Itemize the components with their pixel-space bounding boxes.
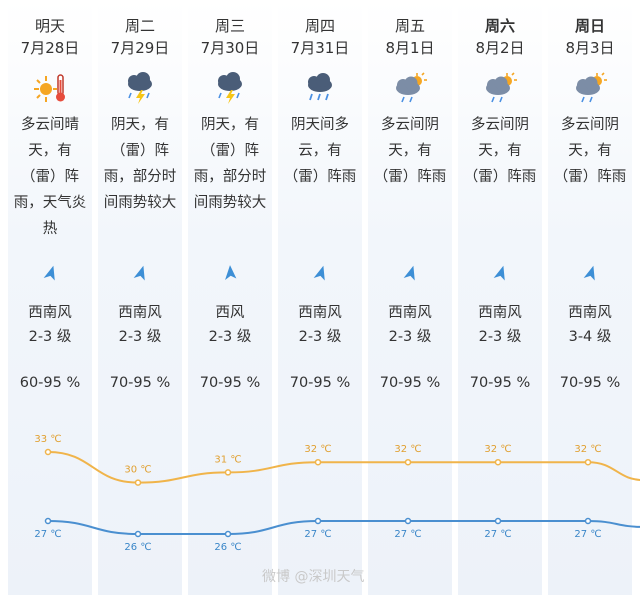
day-date: 8月2日 (475, 39, 525, 57)
weather-description: 阴天间多云，有（雷）阵雨 (283, 117, 357, 185)
wind-direction: 西南风 (478, 305, 522, 321)
forecast-day: 周日 8月3日多云间阴天，有（雷）阵雨西南风 3-4 级 70-95 % (548, 0, 632, 595)
wind-direction: 西南风 (118, 305, 162, 321)
weather-description: 阴天，有（雷）阵雨，部分时间雨势较大 (103, 117, 177, 211)
low-temp-label: 27 ℃ (574, 529, 601, 540)
high-temp-label: 31 ℃ (214, 454, 241, 465)
day-date: 7月29日 (110, 39, 170, 57)
day-name: 周六 (484, 17, 515, 35)
rain-cloud-icon (302, 58, 338, 108)
high-temp-label: 33 ℃ (34, 434, 61, 445)
sun-thermometer-icon (32, 58, 68, 108)
forecast-day: 周六 8月2日多云间阴天，有（雷）阵雨西南风 2-3 级 70-95 % (458, 0, 542, 595)
high-temp-line (47, 451, 640, 484)
day-date: 7月30日 (200, 39, 260, 57)
high-temp-label: 32 ℃ (304, 444, 331, 455)
low-temp-label: 27 ℃ (484, 529, 511, 540)
high-temp-label: 32 ℃ (394, 444, 421, 455)
wind-level: 3-4 级 (568, 329, 612, 345)
watermark: 微博 @深圳天气 (262, 569, 365, 585)
day-name: 周日 (574, 17, 605, 35)
wind-direction-icon (221, 265, 239, 284)
partly-cloudy-rain-icon (482, 58, 518, 108)
high-temp-label: 32 ℃ (574, 444, 601, 455)
wind-level: 2-3 级 (208, 329, 252, 345)
forecast-day: 周四 7月31日阴天间多云，有（雷）阵雨西南风 2-3 级 70-95 % (278, 0, 362, 595)
humidity: 70-95 % (289, 375, 351, 391)
high-temp-point (404, 458, 412, 466)
day-name: 周二 (124, 17, 155, 35)
low-temp-label: 27 ℃ (304, 529, 331, 540)
low-temp-point (404, 517, 412, 525)
low-temp-label: 27 ℃ (34, 529, 61, 540)
wind-level: 2-3 级 (118, 329, 162, 345)
high-temp-point (44, 448, 52, 456)
low-temp-point (314, 517, 322, 525)
wind-direction-icon (401, 265, 419, 284)
high-temp-point (134, 479, 142, 486)
humidity: 70-95 % (109, 375, 171, 391)
day-name: 明天 (34, 17, 65, 35)
day-name: 周四 (304, 17, 335, 35)
high-temp-label: 32 ℃ (484, 444, 511, 455)
day-name: 周五 (394, 17, 425, 35)
day-name: 周三 (214, 17, 245, 35)
low-temp-point (584, 517, 592, 525)
day-date: 7月31日 (290, 39, 350, 57)
weather-description: 多云间晴天，有（雷）阵雨，天气炎热 (13, 117, 87, 237)
low-temp-point (44, 517, 52, 525)
wind-direction-icon (491, 265, 509, 284)
partly-cloudy-rain-icon (572, 58, 608, 108)
humidity: 70-95 % (559, 375, 621, 391)
high-temp-point (314, 458, 322, 466)
weather-description: 多云间阴天，有（雷）阵雨 (373, 117, 447, 185)
wind-level: 2-3 级 (28, 329, 72, 345)
high-temp-point (494, 458, 502, 466)
high-temp-point (224, 469, 232, 476)
thunderstorm-icon (122, 58, 158, 108)
wind-direction: 西南风 (28, 305, 72, 321)
weather-description: 多云间阴天，有（雷）阵雨 (553, 117, 627, 185)
humidity: 70-95 % (469, 375, 531, 391)
humidity: 70-95 % (379, 375, 441, 391)
humidity: 60-95 % (19, 375, 81, 391)
low-temp-point (224, 530, 232, 538)
low-temp-label: 26 ℃ (214, 542, 241, 553)
wind-direction-icon (41, 265, 59, 284)
day-date: 8月3日 (565, 39, 615, 57)
day-date: 7月28日 (20, 39, 80, 57)
thunderstorm-icon (212, 58, 248, 108)
wind-direction: 西风 (215, 305, 245, 321)
wind-level: 2-3 级 (388, 329, 432, 345)
high-temp-label: 30 ℃ (124, 465, 151, 476)
wind-direction-icon (581, 265, 599, 284)
low-temp-point (134, 530, 142, 538)
humidity: 70-95 % (199, 375, 261, 391)
wind-level: 2-3 级 (478, 329, 522, 345)
forecast-day: 周三 7月30日阴天，有（雷）阵雨，部分时间雨势较大西风 2-3 级 70-95 % (188, 0, 272, 595)
weather-description: 多云间阴天，有（雷）阵雨 (463, 117, 537, 185)
low-temp-point (494, 517, 502, 525)
high-temp-point (584, 458, 592, 466)
wind-direction-icon (131, 265, 149, 284)
low-temp-label: 27 ℃ (394, 529, 421, 540)
weather-description: 阴天，有（雷）阵雨，部分时间雨势较大 (193, 117, 267, 211)
wind-level: 2-3 级 (298, 329, 342, 345)
wind-direction: 西南风 (388, 305, 432, 321)
wind-direction: 西南风 (298, 305, 342, 321)
wind-direction: 西南风 (568, 305, 612, 321)
day-date: 8月1日 (385, 39, 435, 57)
forecast-day: 周二 7月29日阴天，有（雷）阵雨，部分时间雨势较大西南风 2-3 级 70-95 % (98, 0, 182, 595)
forecast-day: 周五 8月1日多云间阴天，有（雷）阵雨西南风 2-3 级 70-95 % (368, 0, 452, 595)
forecast-day: 明天 7月28日多云间晴天，有（雷）阵雨，天气炎热西南风 2-3 级 60-95 % (8, 0, 92, 595)
wind-direction-icon (311, 265, 329, 284)
partly-cloudy-rain-icon (392, 58, 428, 108)
low-temp-label: 26 ℃ (124, 542, 151, 553)
